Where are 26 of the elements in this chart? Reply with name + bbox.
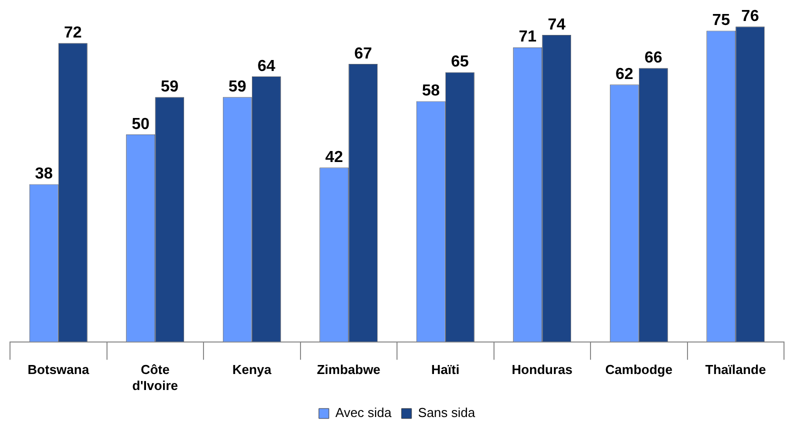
- data-label: 50: [132, 116, 150, 133]
- data-label: 62: [615, 66, 634, 84]
- x-tick-label: Cambodge: [605, 362, 672, 378]
- legend-label: Avec sida: [335, 405, 392, 420]
- data-label: 66: [644, 49, 662, 66]
- data-label: 58: [422, 82, 440, 100]
- data-label: 75: [712, 12, 730, 30]
- data-label: 42: [325, 149, 344, 166]
- data-label: 65: [450, 54, 469, 71]
- x-tick-label: Honduras: [512, 362, 572, 378]
- x-tick-label: Haïti: [431, 362, 460, 378]
- legend-label: Sans sida: [418, 405, 476, 420]
- x-tick-label: Zimbabwe: [316, 362, 380, 378]
- data-label: 76: [741, 8, 760, 25]
- x-tick-label: Kenya: [232, 362, 272, 378]
- data-label: 59: [160, 78, 179, 96]
- data-label: 72: [64, 24, 82, 42]
- data-label: 74: [548, 16, 566, 34]
- x-tick-label: Thaïlande: [705, 362, 766, 378]
- x-tick-label: Côte d'Ivoire: [132, 362, 178, 393]
- x-tick-label: Botswana: [28, 362, 90, 378]
- data-label: 38: [34, 166, 53, 183]
- data-label: 64: [257, 58, 276, 75]
- data-label: 71: [518, 28, 537, 46]
- data-label: 67: [354, 45, 372, 62]
- data-label: 59: [228, 78, 246, 96]
